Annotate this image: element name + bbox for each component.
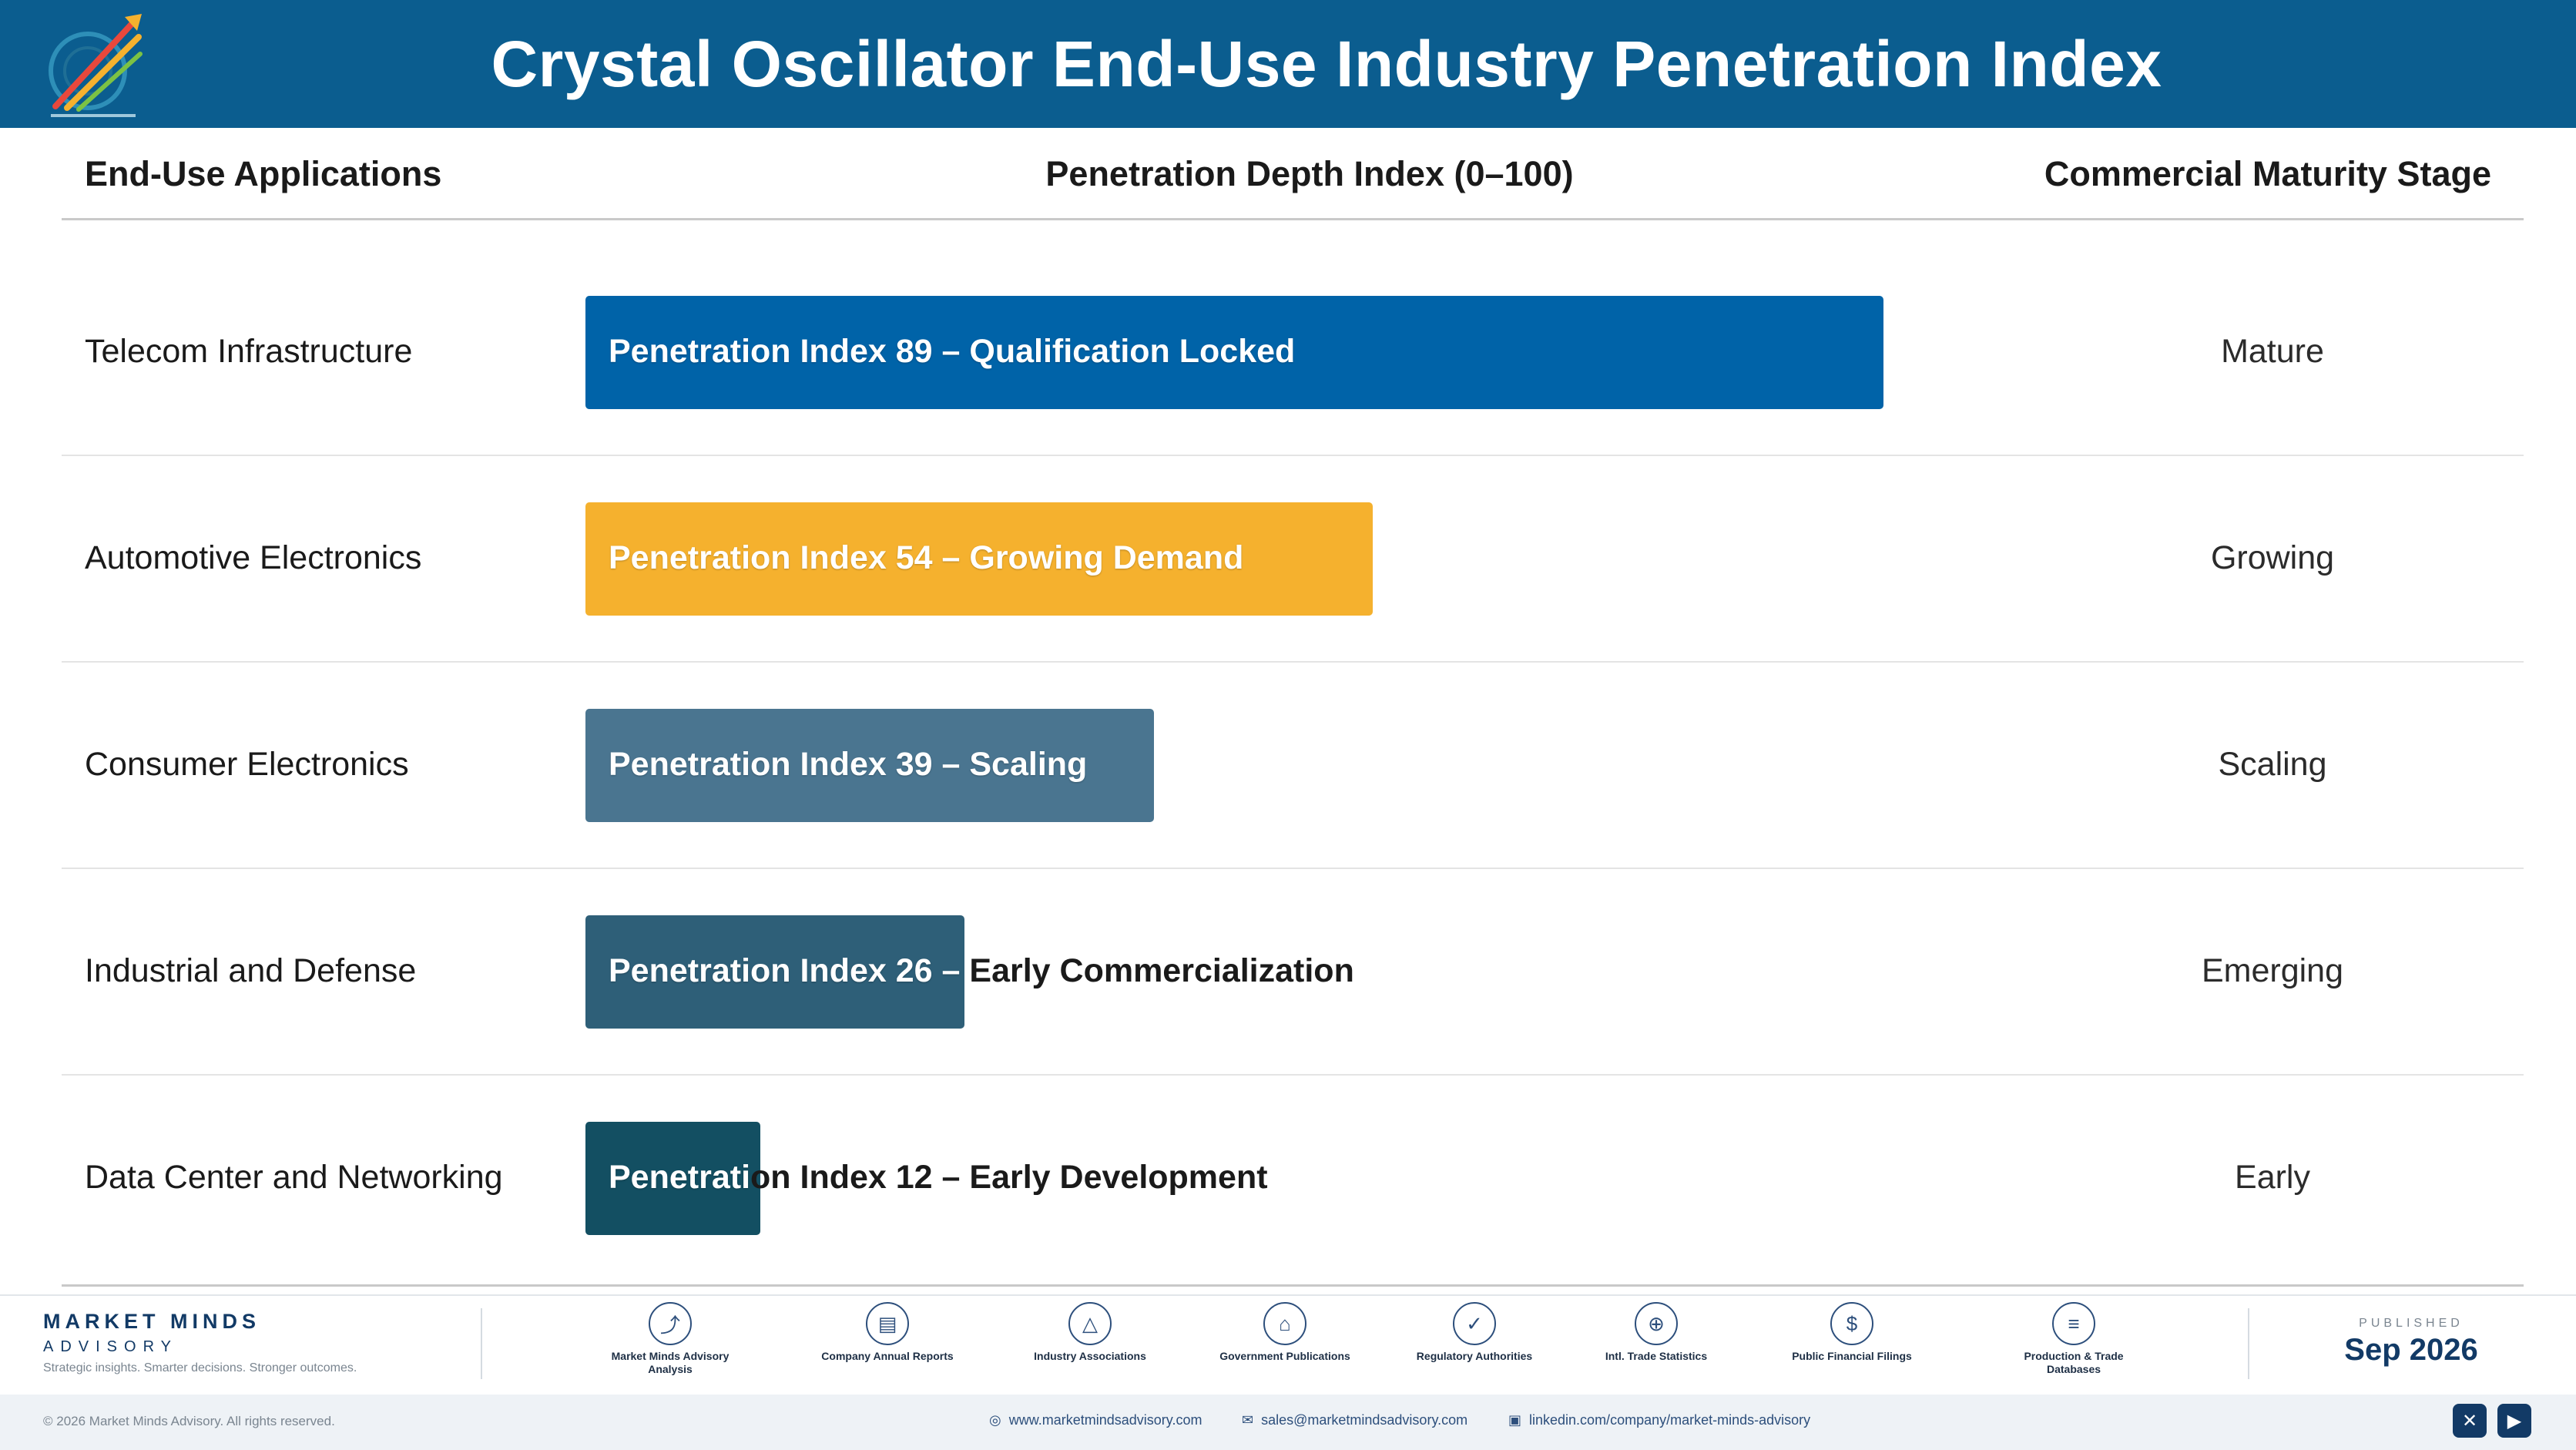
application-label: Consumer Electronics	[85, 746, 409, 783]
copyright-text: © 2026 Market Minds Advisory. All rights…	[43, 1414, 335, 1428]
source-label: Government Publications	[1219, 1350, 1350, 1362]
application-label: Automotive Electronics	[85, 539, 422, 576]
network-icon: △	[1068, 1302, 1112, 1345]
page-title: Crystal Oscillator End-Use Industry Pene…	[491, 27, 2162, 100]
published-date: Sep 2026	[2344, 1333, 2478, 1367]
source-item: △ Industry Associations	[1021, 1302, 1159, 1363]
document-icon: ▤	[866, 1302, 909, 1345]
column-header-maturity-stage: Commercial Maturity Stage	[2044, 154, 2491, 193]
shield-check-icon: ✓	[1453, 1302, 1496, 1345]
bar-value-label: Penetration Index 12 – Early Development	[609, 1159, 1268, 1196]
row-divider	[62, 455, 2524, 456]
maturity-stage-label: Emerging	[2201, 952, 2344, 989]
maturity-stage-label: Growing	[2210, 539, 2335, 576]
column-header-applications: End-Use Applications	[85, 154, 442, 193]
application-label: Industrial and Defense	[85, 952, 417, 989]
dollar-coin-icon: $	[1830, 1302, 1873, 1345]
x-social-icon[interactable]: ✕	[2453, 1404, 2487, 1438]
published-label: PUBLISHED	[2359, 1317, 2464, 1330]
market-minds-logo-icon	[49, 14, 143, 117]
source-item: ✓ Regulatory Authorities	[1405, 1302, 1544, 1363]
row-divider	[62, 868, 2524, 869]
source-label: Public Financial Filings	[1792, 1350, 1912, 1362]
linkedin-icon: ▣	[1508, 1412, 1522, 1428]
source-item: ⤴ Market Minds Advisory Analysis	[601, 1302, 740, 1376]
row-divider	[62, 1074, 2524, 1076]
source-label: Intl. Trade Statistics	[1605, 1350, 1708, 1362]
table-bottom-divider	[62, 1284, 2524, 1287]
footer-bottom-strip	[0, 1395, 2576, 1450]
maturity-stage-label: Mature	[2221, 333, 2324, 370]
application-label: Data Center and Networking	[85, 1159, 503, 1196]
linkedin-text: linkedin.com/company/market-minds-adviso…	[1529, 1412, 1811, 1428]
column-header-penetration-depth: Penetration Depth Index (0–100)	[1045, 154, 1574, 193]
brand-subtitle: ADVISORY	[43, 1338, 178, 1355]
database-icon: ≡	[2052, 1302, 2095, 1345]
source-item: ≡ Production & Trade Databases	[2004, 1302, 2143, 1376]
brand-tagline: Strategic insights. Smarter decisions. S…	[43, 1361, 357, 1374]
footer-divider	[481, 1308, 482, 1379]
bar-value-label: Penetration Index 89 – Qualification Loc…	[609, 333, 1296, 370]
maturity-stage-label: Early	[2235, 1159, 2310, 1196]
maturity-stage-label: Scaling	[2218, 746, 2327, 783]
email-link[interactable]: ✉ sales@marketmindsadvisory.com	[1242, 1412, 1467, 1428]
penetration-bar	[585, 915, 965, 1029]
globe-icon: ⊕	[1635, 1302, 1678, 1345]
youtube-social-icon[interactable]: ▶	[2497, 1404, 2531, 1438]
bar-value-label: Penetration Index 54 – Growing Demand	[609, 539, 1244, 576]
website-link[interactable]: ◎ www.marketmindsadvisory.com	[989, 1412, 1202, 1428]
bar-value-label: Penetration Index 26 – Early Commerciali…	[609, 952, 1354, 989]
penetration-bar	[585, 709, 1155, 822]
source-item: ▤ Company Annual Reports	[818, 1302, 957, 1363]
bar-value-label: Penetration Index 39 – Scaling	[609, 746, 1088, 783]
website-text: www.marketmindsadvisory.com	[1008, 1412, 1202, 1428]
penetration-bar	[585, 296, 1883, 409]
penetration-bar	[585, 1122, 761, 1235]
source-label: Market Minds Advisory Analysis	[611, 1350, 730, 1375]
source-label: Industry Associations	[1034, 1350, 1146, 1362]
header-divider	[62, 218, 2524, 220]
application-label: Telecom Infrastructure	[85, 333, 413, 370]
trend-chart-icon: ⤴	[649, 1302, 692, 1345]
linkedin-link[interactable]: ▣ linkedin.com/company/market-minds-advi…	[1508, 1412, 1810, 1428]
government-building-icon: ⌂	[1263, 1302, 1306, 1345]
source-label: Company Annual Reports	[821, 1350, 954, 1362]
header-bar: Crystal Oscillator End-Use Industry Pene…	[0, 0, 2576, 128]
penetration-bar	[585, 502, 1374, 616]
globe-icon: ◎	[989, 1412, 1001, 1428]
row-divider	[62, 661, 2524, 663]
source-label: Production & Trade Databases	[2024, 1350, 2124, 1375]
source-item: ⊕ Intl. Trade Statistics	[1587, 1302, 1726, 1363]
brand-name: MARKET MINDS	[43, 1310, 260, 1333]
footer-divider	[2248, 1308, 2249, 1379]
source-label: Regulatory Authorities	[1416, 1350, 1533, 1362]
source-item: $ Public Financial Filings	[1783, 1302, 1921, 1363]
mail-icon: ✉	[1242, 1412, 1254, 1428]
source-item: ⌂ Government Publications	[1216, 1302, 1354, 1363]
email-text: sales@marketmindsadvisory.com	[1261, 1412, 1468, 1428]
